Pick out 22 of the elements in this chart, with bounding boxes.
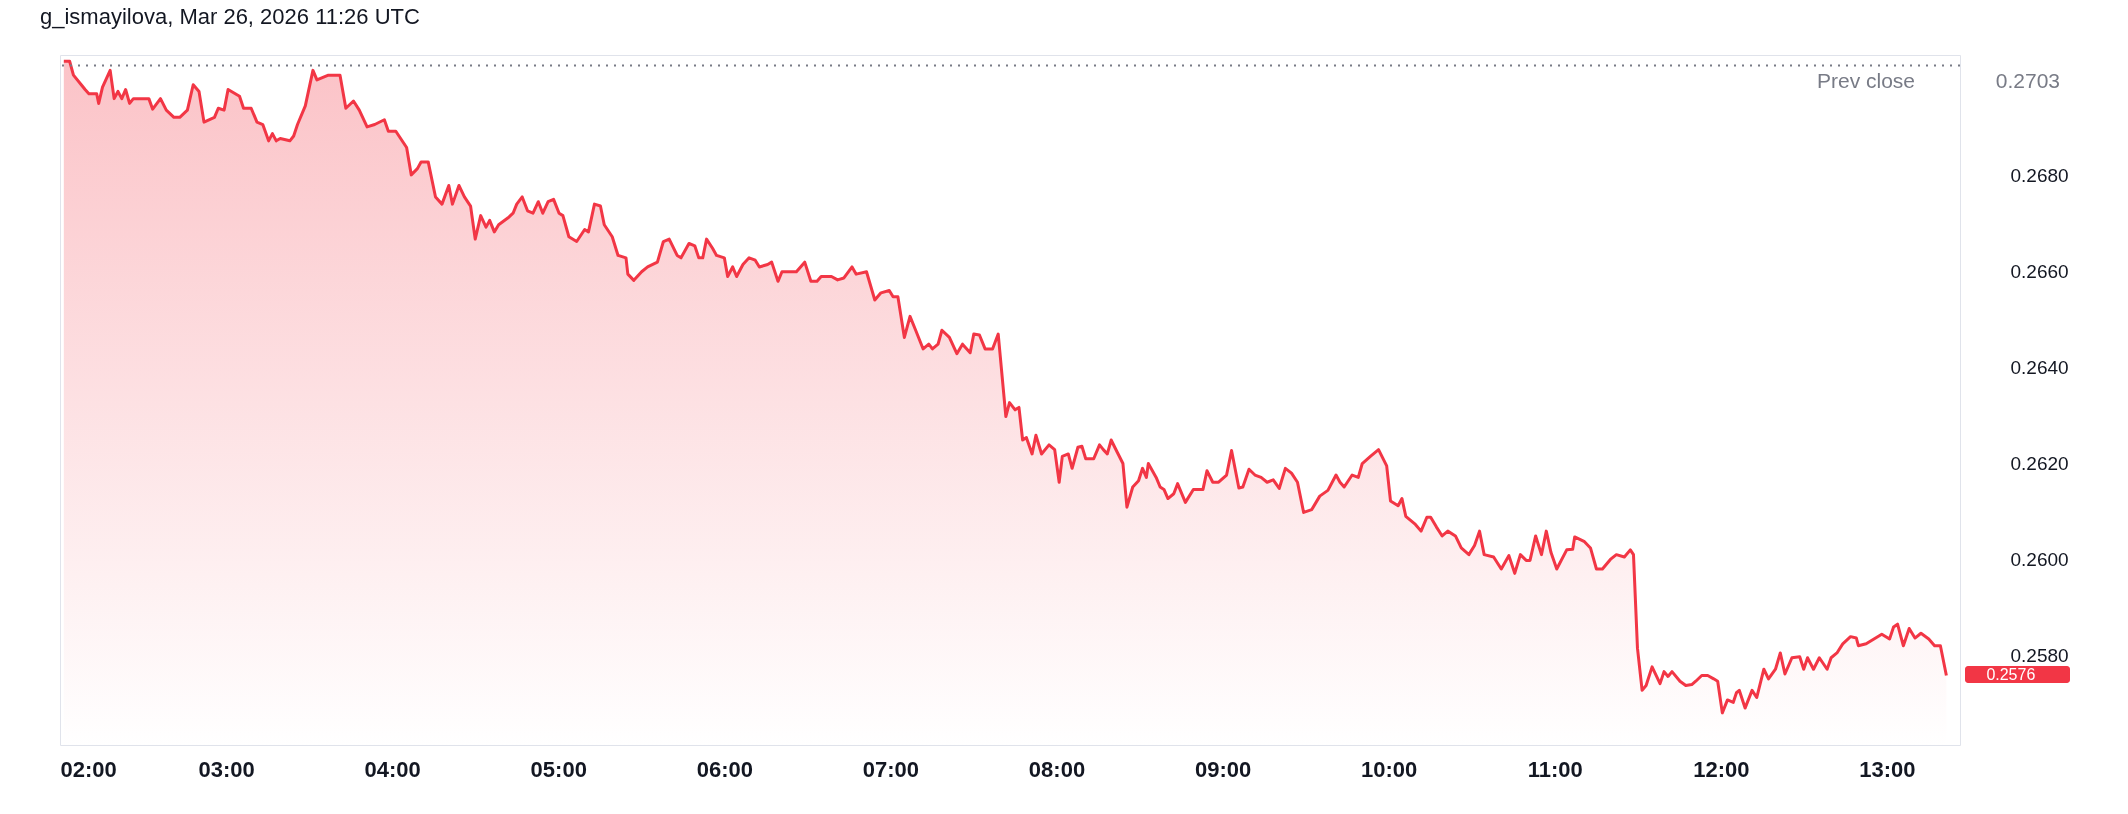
x-tick-label: 09:00: [1194, 756, 1252, 782]
x-tick-label: 11:00: [1527, 756, 1583, 782]
y-tick-label: 0.2620: [2010, 453, 2069, 475]
x-tick-label: 03:00: [198, 756, 255, 782]
y-tick-label: 0.2580: [2010, 644, 2069, 666]
annotation: 0.2576: [1986, 665, 2036, 683]
x-tick-label: 10:00: [1361, 756, 1418, 782]
chart-title: g_ismayilova, Mar 26, 2026 11:26 UTC: [40, 4, 420, 29]
x-tick-label: 04:00: [364, 756, 421, 782]
x-tick-label: 06:00: [696, 756, 753, 782]
x-tick-label: 12:00: [1693, 756, 1750, 782]
y-tick-label: 0.2660: [2010, 261, 2069, 283]
x-tick-label: 08:00: [1028, 756, 1086, 782]
text: 0.2703: [1995, 68, 2060, 92]
y-tick-label: 0.2680: [2010, 165, 2069, 187]
x-tick-label: 02:00: [60, 756, 117, 782]
x-tick-label: 07:00: [862, 756, 920, 782]
x-tick-label: 13:00: [1859, 756, 1916, 782]
y-tick-label: 0.2600: [2010, 548, 2069, 570]
y-tick-label: 0.2640: [2010, 357, 2069, 379]
x-tick-label: 05:00: [530, 756, 587, 782]
ref-line-label: Prev close: [1816, 68, 1916, 92]
